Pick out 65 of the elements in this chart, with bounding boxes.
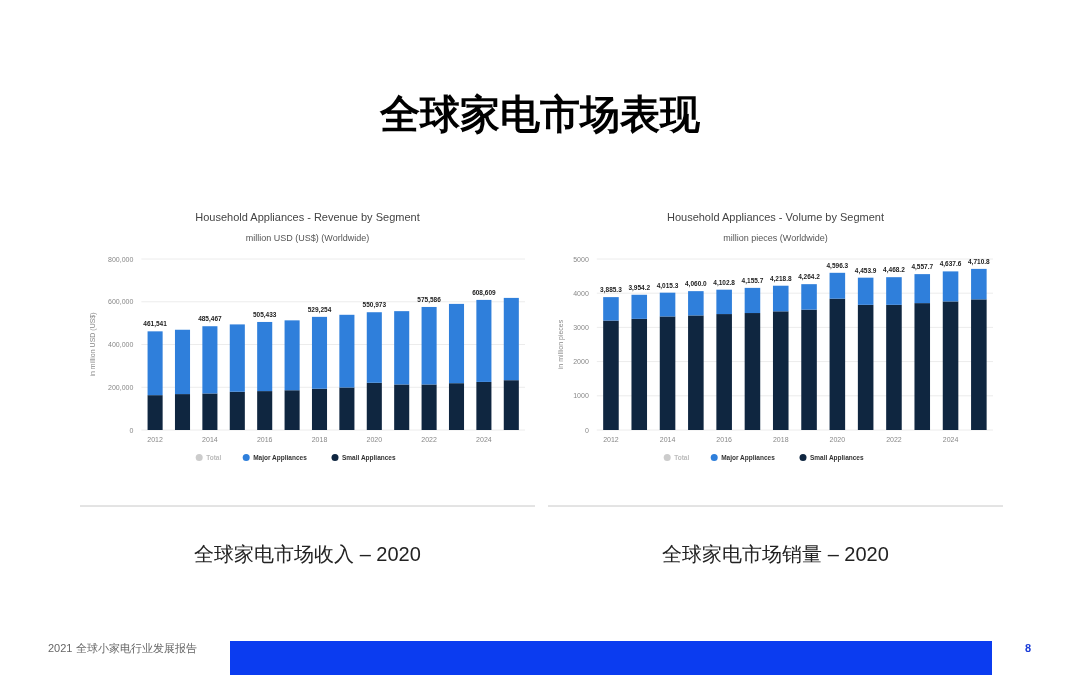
bar bbox=[284, 320, 300, 391]
bar bbox=[744, 287, 761, 314]
bar bbox=[257, 321, 273, 392]
bar bbox=[801, 284, 817, 310]
bar bbox=[339, 387, 355, 430]
bar bbox=[421, 384, 437, 430]
bar bbox=[914, 274, 931, 304]
bar bbox=[147, 395, 163, 430]
text: 全球家电市场收入 – 2020 bbox=[194, 543, 421, 565]
bar bbox=[942, 301, 959, 430]
bar bbox=[857, 277, 874, 305]
bar bbox=[229, 391, 245, 430]
bar bbox=[394, 311, 410, 385]
bar bbox=[503, 380, 519, 430]
bar bbox=[886, 277, 902, 305]
bar bbox=[284, 390, 300, 430]
chart-title: Household Appliances - Volume by Segment bbox=[666, 211, 885, 223]
bar bbox=[914, 303, 931, 430]
bar bbox=[801, 309, 817, 430]
bar bbox=[744, 313, 761, 430]
chart-title: Household Appliances - Revenue by Segment bbox=[195, 211, 420, 223]
chart-subtitle: million pieces (Worldwide) bbox=[723, 233, 828, 243]
bar bbox=[311, 316, 328, 389]
bar bbox=[421, 306, 437, 385]
bar bbox=[631, 318, 648, 430]
bar bbox=[829, 272, 846, 299]
bar bbox=[229, 324, 245, 392]
text: 全球家电市场表现 bbox=[379, 92, 701, 136]
bar bbox=[659, 316, 676, 430]
text: 全球家电市场销量 – 2020 bbox=[662, 543, 889, 565]
bar bbox=[631, 294, 648, 319]
bar bbox=[174, 394, 191, 430]
bar bbox=[448, 303, 465, 384]
bar bbox=[366, 312, 382, 383]
bar bbox=[503, 297, 519, 381]
bar bbox=[448, 383, 465, 430]
text: 8 bbox=[1024, 642, 1032, 654]
bar bbox=[366, 382, 382, 430]
bar bbox=[659, 292, 676, 317]
bar bbox=[603, 297, 619, 321]
bar bbox=[476, 299, 492, 382]
bar bbox=[339, 314, 355, 388]
bar bbox=[886, 304, 902, 430]
text: 2021 全球小家电行业发展报告 bbox=[48, 642, 197, 654]
bar bbox=[857, 304, 874, 430]
bar bbox=[202, 326, 218, 394]
bar bbox=[202, 393, 218, 430]
bar bbox=[829, 298, 846, 430]
bar bbox=[688, 291, 704, 316]
bar bbox=[147, 331, 163, 396]
bar bbox=[716, 314, 732, 430]
bar bbox=[971, 268, 987, 300]
bar bbox=[394, 384, 410, 430]
bar bbox=[971, 299, 987, 430]
bar bbox=[716, 289, 732, 315]
bar bbox=[772, 285, 789, 312]
bar bbox=[688, 315, 704, 430]
chart-subtitle: million USD (US$) (Worldwide) bbox=[245, 233, 370, 243]
bar bbox=[174, 329, 191, 395]
bar bbox=[476, 381, 492, 430]
bar bbox=[603, 320, 619, 430]
bar bbox=[257, 391, 273, 430]
bar bbox=[942, 271, 959, 302]
bar bbox=[311, 388, 328, 430]
bar bbox=[772, 311, 789, 430]
